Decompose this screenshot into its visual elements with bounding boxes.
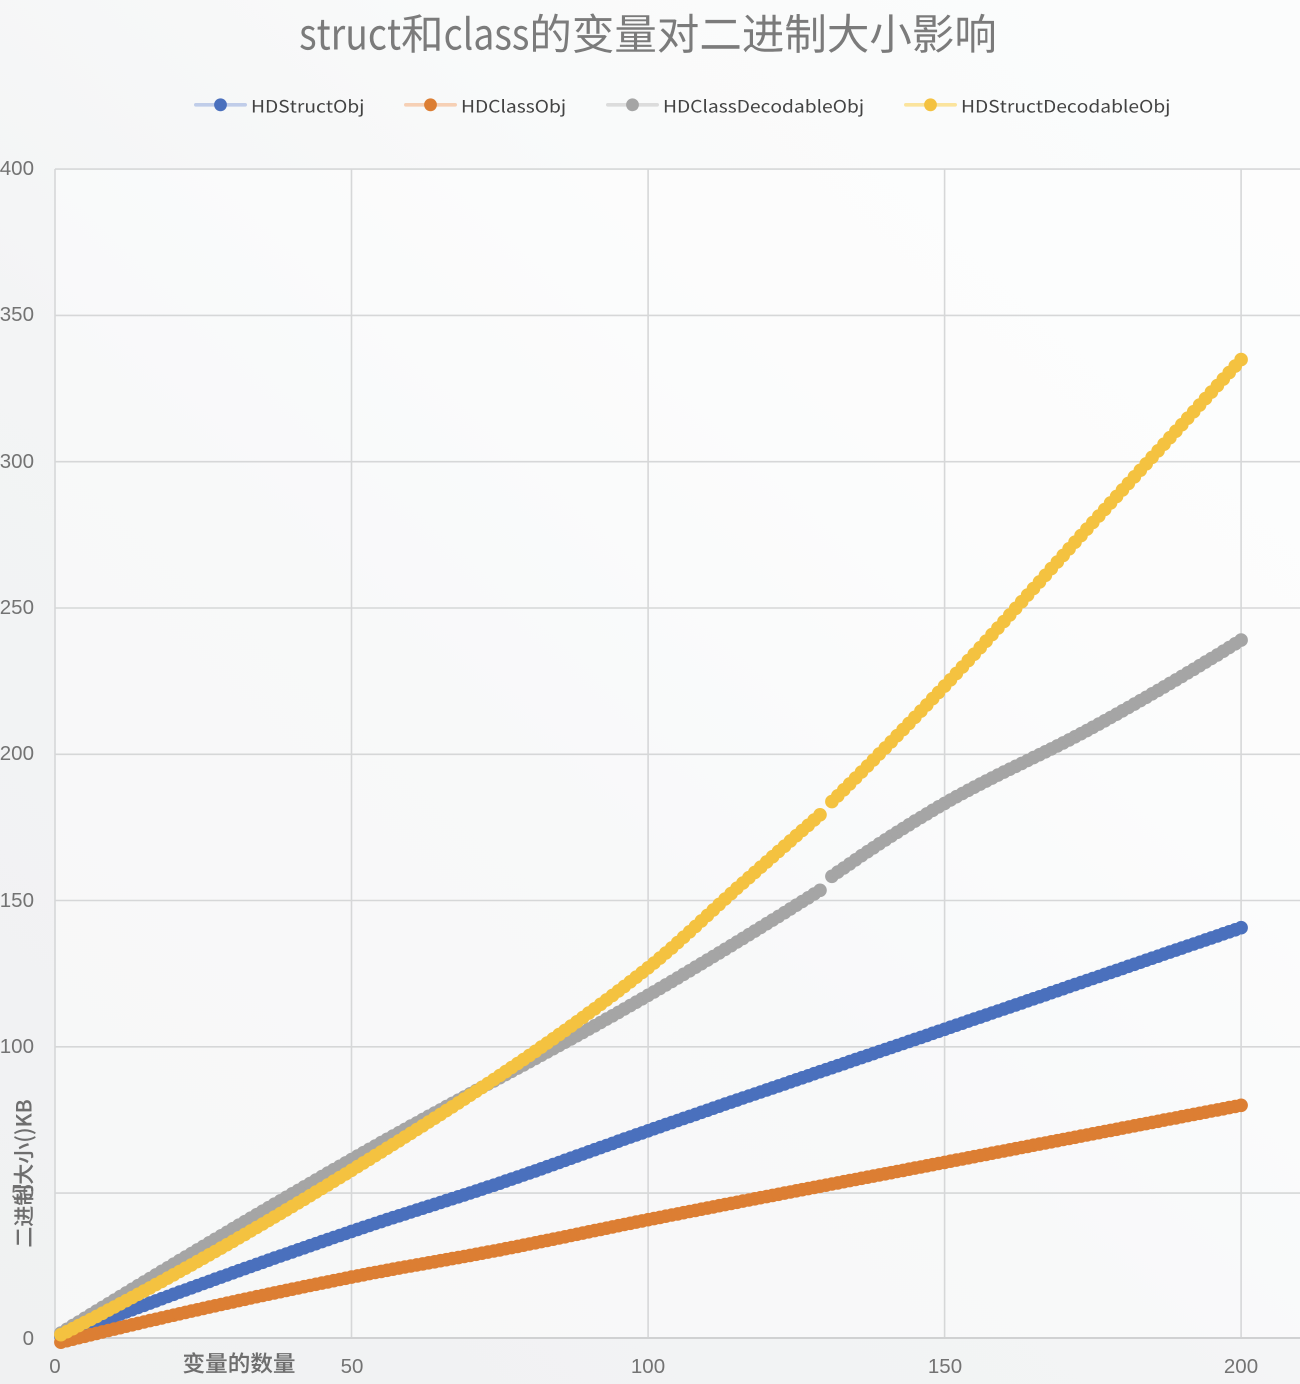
svg-text:350: 350 (0, 303, 34, 326)
svg-text:100: 100 (0, 1035, 34, 1058)
svg-text:150: 150 (928, 1355, 962, 1378)
svg-text:50: 50 (11, 1181, 34, 1204)
svg-text:0: 0 (49, 1355, 60, 1378)
svg-text:400: 400 (0, 157, 34, 180)
svg-text:250: 250 (0, 596, 34, 619)
svg-text:50: 50 (341, 1355, 364, 1378)
svg-text:150: 150 (0, 889, 34, 912)
svg-text:200: 200 (1224, 1355, 1258, 1378)
svg-text:100: 100 (631, 1355, 665, 1378)
svg-text:300: 300 (0, 450, 34, 473)
svg-text:0: 0 (23, 1327, 34, 1350)
svg-text:200: 200 (0, 742, 34, 765)
